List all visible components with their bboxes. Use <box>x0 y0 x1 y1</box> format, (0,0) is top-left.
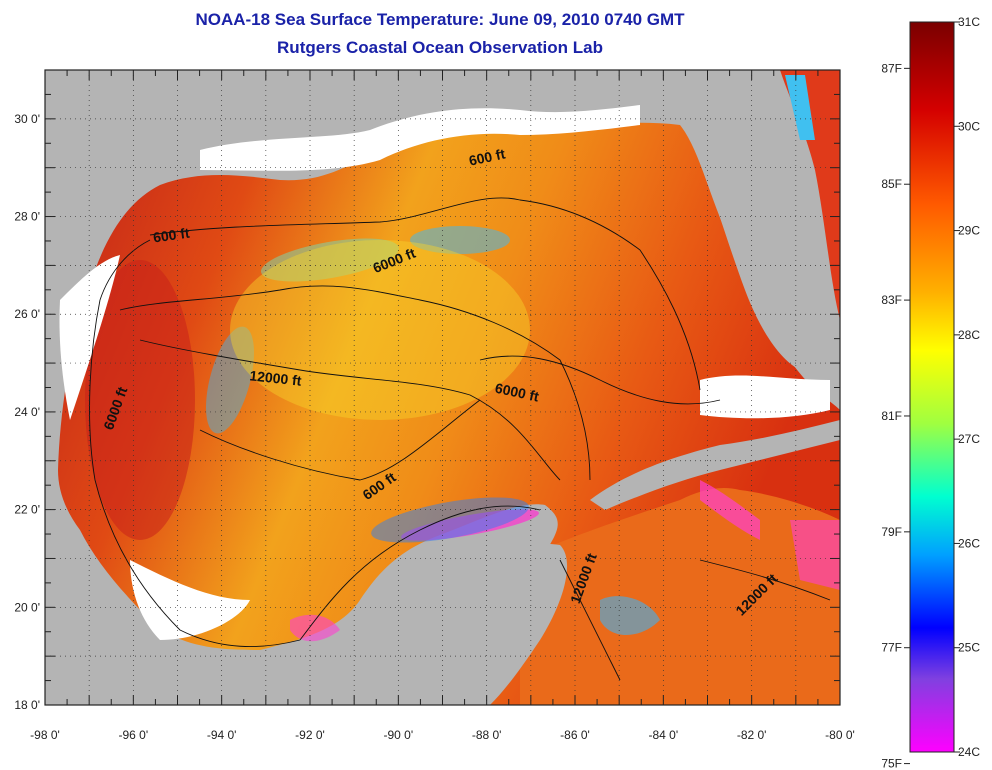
y-tick-label: 22 0' <box>14 503 40 517</box>
colorbar-celsius-label: 25C <box>958 641 980 655</box>
y-tick-label: 24 0' <box>14 405 40 419</box>
colorbar-fahrenheit-label: 87F <box>881 61 902 75</box>
x-tick-label: -86 0' <box>560 728 590 742</box>
x-tick-label: -84 0' <box>649 728 679 742</box>
atlantic-sst <box>780 70 840 320</box>
colorbar-celsius-label: 27C <box>958 432 980 446</box>
colorbar-fahrenheit-label: 81F <box>881 409 902 423</box>
x-tick-label: -92 0' <box>295 728 325 742</box>
x-tick-label: -90 0' <box>384 728 414 742</box>
contour-label: 600 ft <box>152 225 191 246</box>
cuba <box>590 420 840 510</box>
colorbar-celsius-label: 31C <box>958 15 980 29</box>
florida-peninsula <box>690 100 827 370</box>
x-tick-label: -88 0' <box>472 728 502 742</box>
contour-label: 12000 ft <box>249 367 303 388</box>
colorbar-fahrenheit-label: 79F <box>881 525 902 539</box>
x-tick-label: -98 0' <box>30 728 60 742</box>
x-tick-label: -94 0' <box>207 728 237 742</box>
colorbar-celsius-label: 26C <box>958 536 980 550</box>
colorbar-fahrenheit-label: 85F <box>881 177 902 191</box>
colorbar-celsius-label: 29C <box>958 224 980 238</box>
colorbar-fahrenheit-label: 77F <box>881 641 902 655</box>
colorbar-fahrenheit-label: 83F <box>881 293 902 307</box>
yucatan-peninsula <box>410 543 568 705</box>
y-tick-label: 18 0' <box>14 698 40 712</box>
colorbar-celsius-label: 24C <box>958 745 980 759</box>
colorbar-celsius-label: 28C <box>958 328 980 342</box>
colorbar <box>909 21 955 753</box>
y-tick-label: 26 0' <box>14 307 40 321</box>
colorbar-fahrenheit-label: 75F <box>881 757 902 770</box>
cloud-cover <box>59 255 120 420</box>
y-tick-label: 30 0' <box>14 112 40 126</box>
caribbean-sst <box>520 488 840 705</box>
x-tick-label: -82 0' <box>737 728 767 742</box>
contour-label: 600 ft <box>467 145 506 168</box>
x-tick-label: -96 0' <box>119 728 149 742</box>
y-tick-label: 20 0' <box>14 600 40 614</box>
colorbar-celsius-label: 30C <box>958 119 980 133</box>
y-tick-label: 28 0' <box>14 210 40 224</box>
map-subtitle: Rutgers Coastal Ocean Observation Lab <box>277 38 603 57</box>
x-tick-label: -80 0' <box>825 728 855 742</box>
map-title: NOAA-18 Sea Surface Temperature: June 09… <box>195 10 685 29</box>
